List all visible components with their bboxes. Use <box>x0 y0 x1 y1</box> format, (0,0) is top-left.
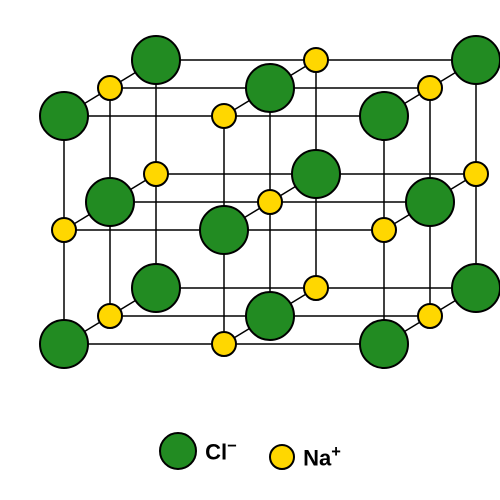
cl-text: Cl <box>205 439 227 464</box>
cl-atom <box>360 320 408 368</box>
cl-atom <box>200 206 248 254</box>
na-text: Na <box>303 445 331 470</box>
na-atom <box>144 162 168 186</box>
legend-na-label: Na+ <box>303 443 341 471</box>
cl-sup: − <box>227 437 237 455</box>
legend-cl: Cl− <box>159 432 237 470</box>
cl-atom <box>406 178 454 226</box>
cl-atom <box>246 64 294 112</box>
na-atom <box>418 304 442 328</box>
crystal-lattice-diagram <box>0 0 500 420</box>
lattice-atoms <box>40 36 500 368</box>
cl-atom <box>40 320 88 368</box>
legend-cl-label: Cl− <box>205 437 237 465</box>
na-atom <box>418 76 442 100</box>
legend: Cl− Na+ <box>0 432 500 475</box>
cl-atom <box>132 264 180 312</box>
na-atom <box>98 304 122 328</box>
na-sup: + <box>331 443 341 461</box>
na-atom <box>304 276 328 300</box>
cl-atom <box>360 92 408 140</box>
cl-swatch-icon <box>159 432 197 470</box>
na-swatch-icon <box>269 444 295 470</box>
na-atom <box>212 104 236 128</box>
cl-atom <box>86 178 134 226</box>
cl-atom <box>40 92 88 140</box>
na-atom <box>98 76 122 100</box>
na-atom <box>212 332 236 356</box>
na-atom <box>52 218 76 242</box>
cl-atom <box>292 150 340 198</box>
cl-atom <box>452 264 500 312</box>
na-atom <box>304 48 328 72</box>
cl-atom <box>452 36 500 84</box>
na-atom <box>372 218 396 242</box>
na-atom <box>258 190 282 214</box>
cl-atom <box>246 292 294 340</box>
na-atom <box>464 162 488 186</box>
legend-na: Na+ <box>269 443 341 471</box>
cl-atom <box>132 36 180 84</box>
